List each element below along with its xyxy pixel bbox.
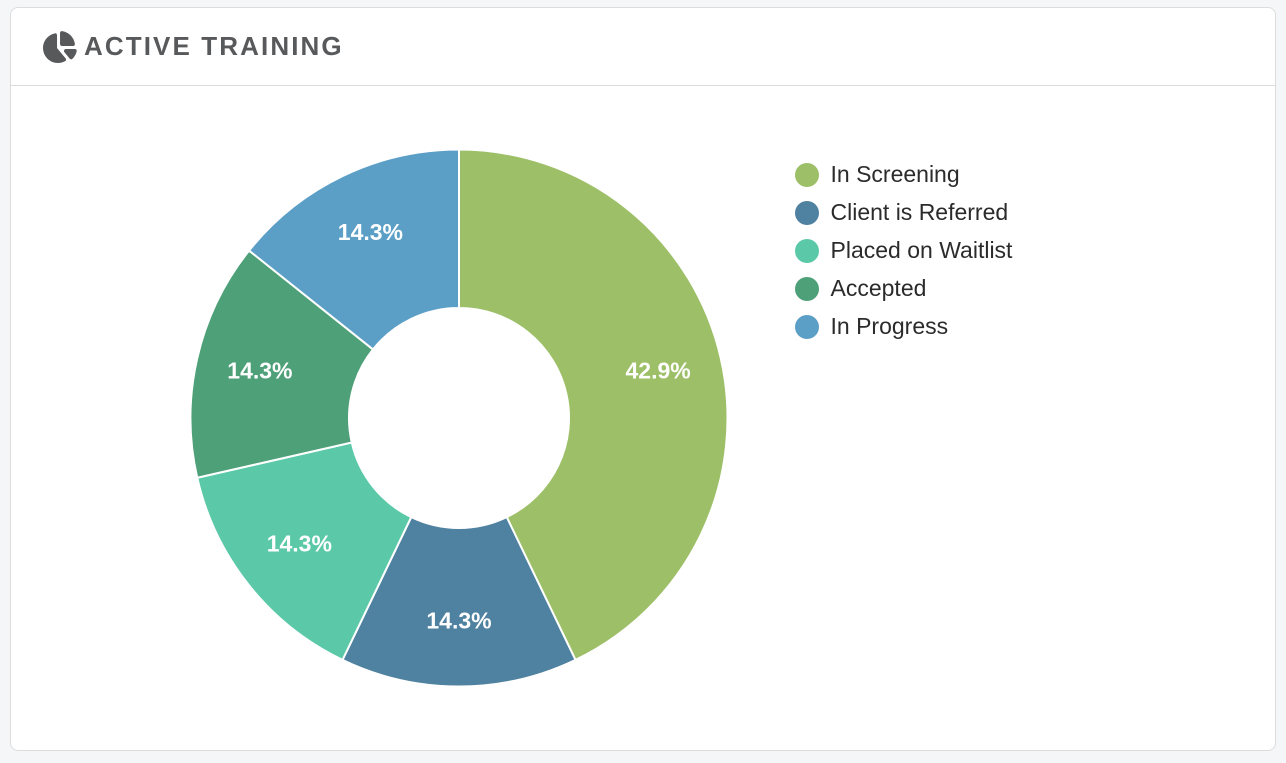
svg-text:42.9%: 42.9% (625, 358, 690, 384)
svg-text:14.3%: 14.3% (267, 530, 332, 556)
svg-text:14.3%: 14.3% (426, 607, 491, 633)
svg-text:14.3%: 14.3% (338, 219, 403, 245)
svg-text:14.3%: 14.3% (227, 358, 292, 384)
